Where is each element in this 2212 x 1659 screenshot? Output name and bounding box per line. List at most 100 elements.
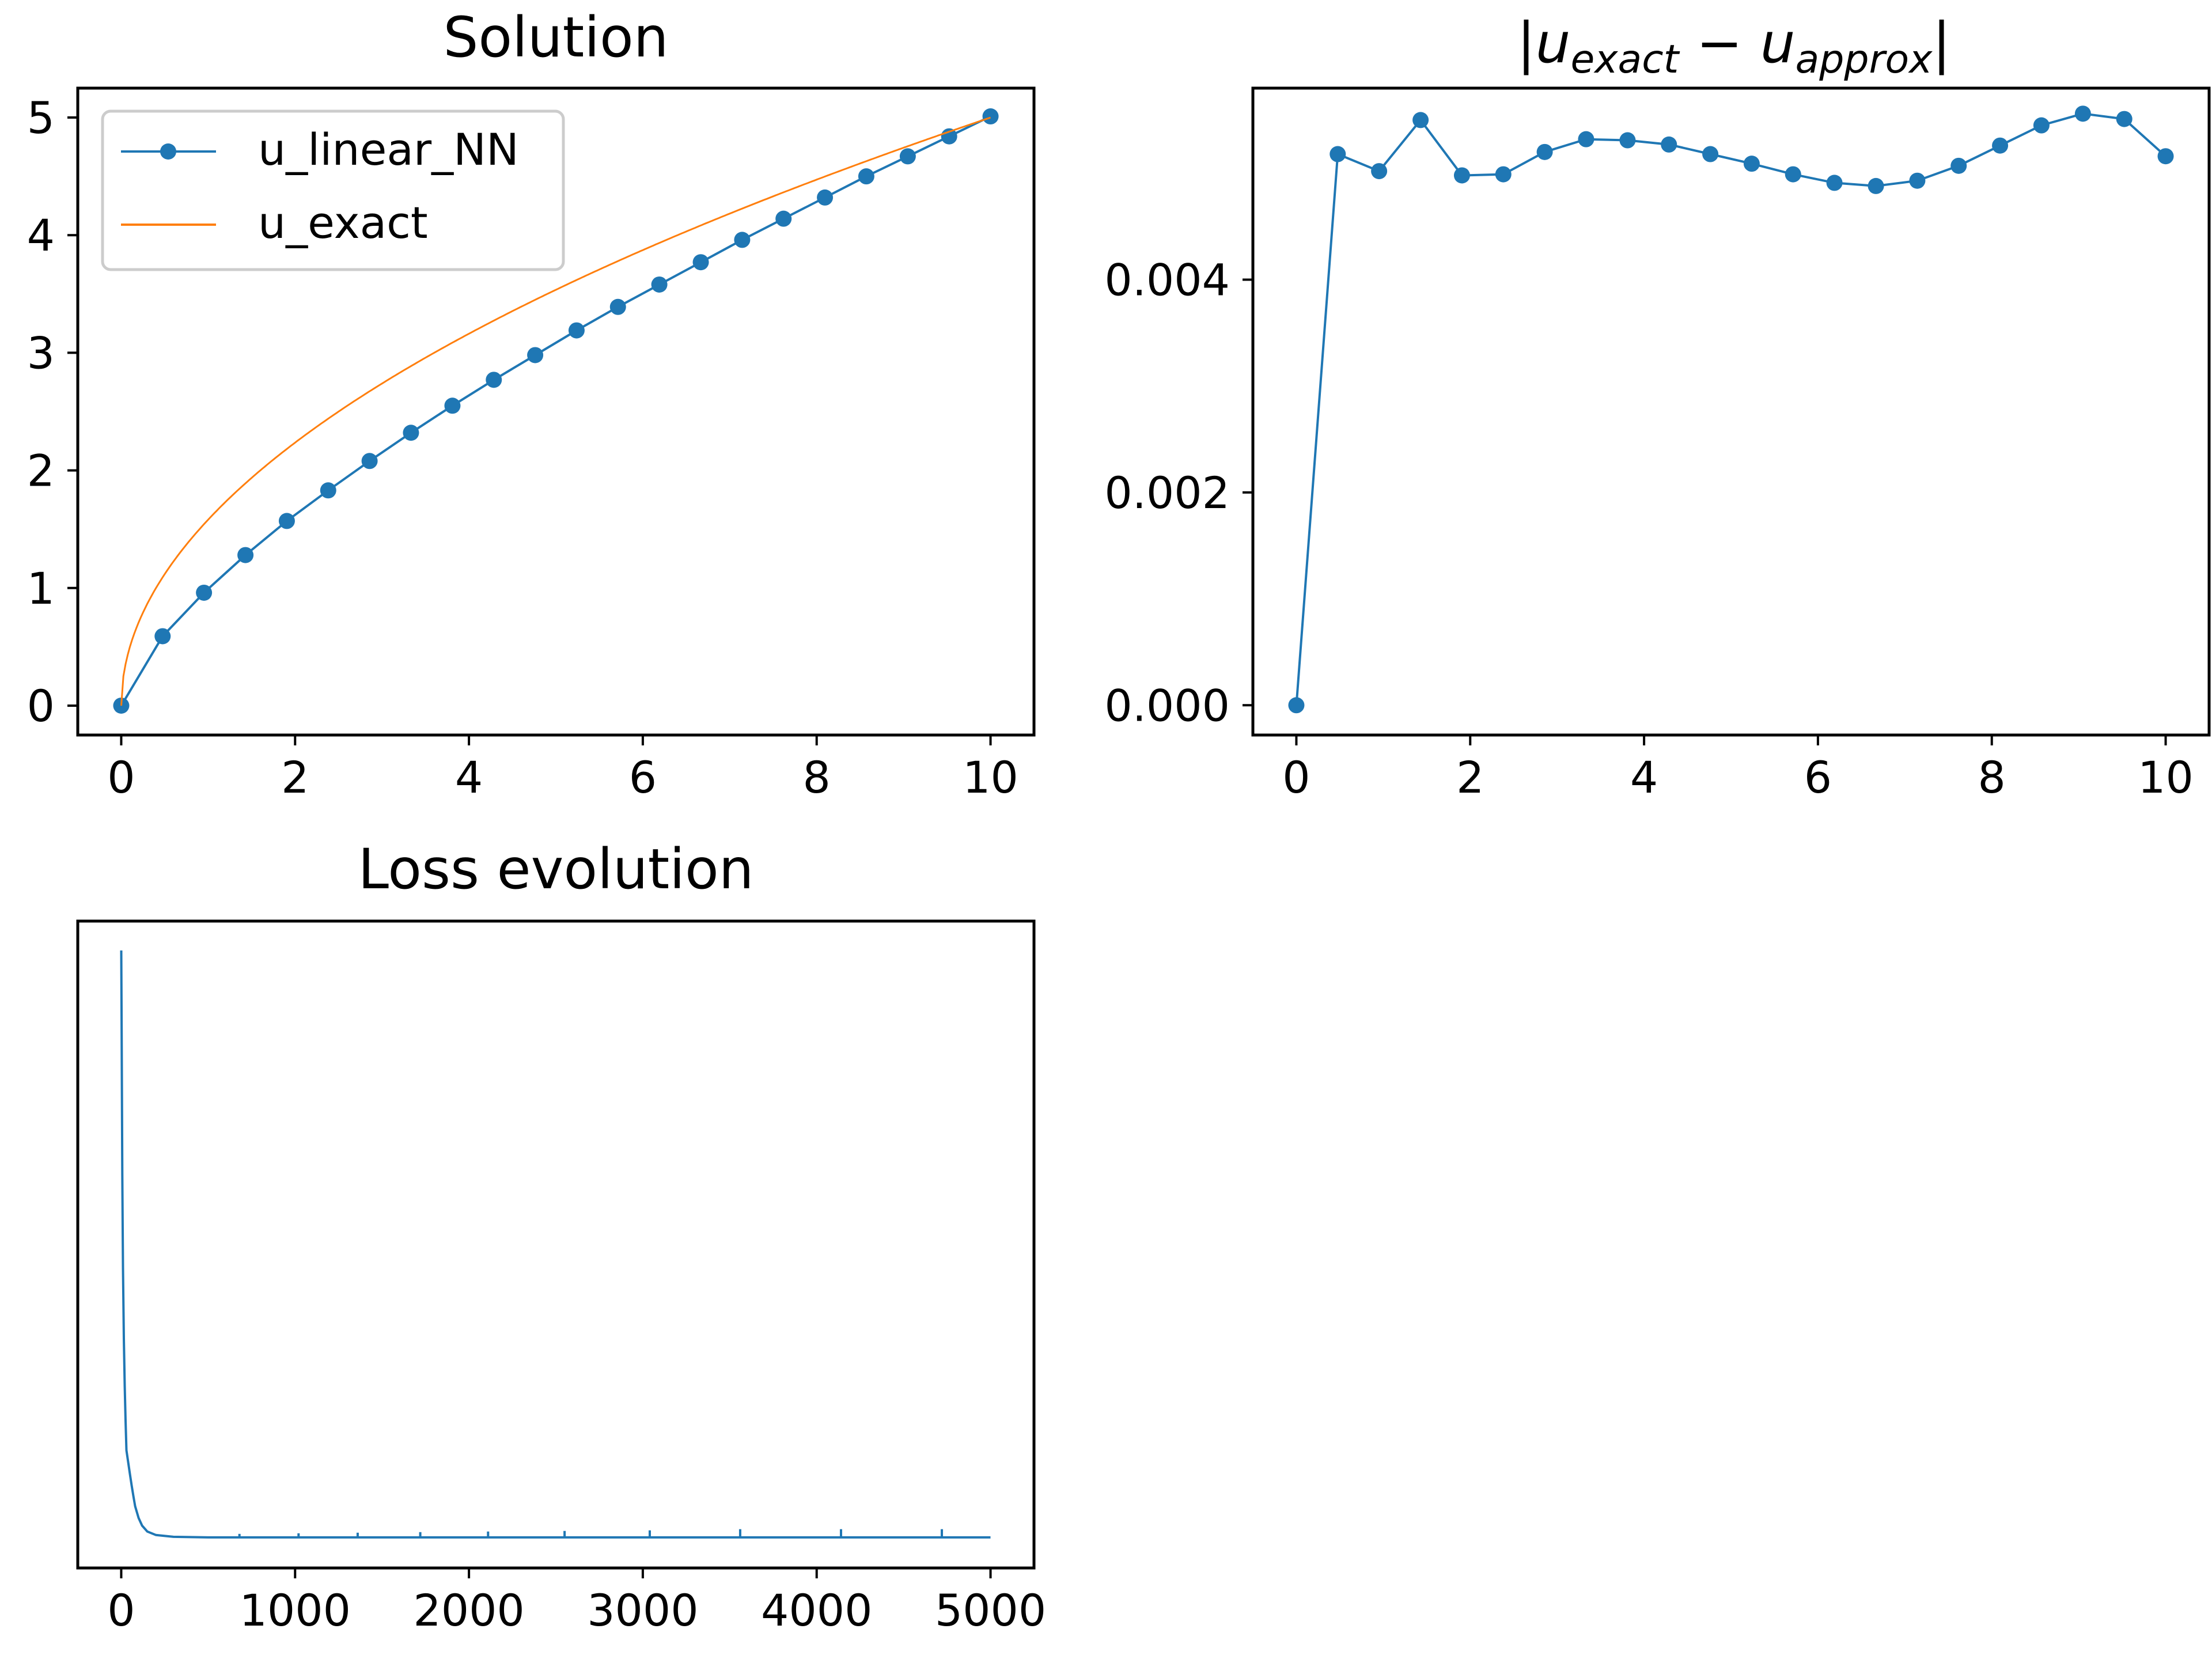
x-tick-label: 1000: [240, 1585, 351, 1636]
error-point: [1495, 166, 1512, 183]
error-point: [1868, 177, 1884, 194]
x-tick-label: 4: [1630, 752, 1658, 803]
u-linear-nn-point: [899, 148, 916, 165]
error-title-part-6: |: [1932, 11, 1950, 76]
error-point: [2157, 148, 2174, 165]
u-linear-nn-line: [120, 115, 991, 707]
y-tick-label: 0.002: [1104, 467, 1230, 518]
error-point: [1371, 163, 1388, 180]
x-tick-label: 0: [1282, 752, 1310, 803]
error-point: [2074, 105, 2091, 122]
error-axis-ticks: 0 2 4 6 8 10 0.000 0.002 0.004: [1104, 254, 2193, 803]
error-point: [1909, 172, 1926, 189]
solution-title: Solution: [443, 5, 668, 70]
x-tick-label: 4: [455, 752, 483, 803]
error-point: [1536, 143, 1553, 160]
u-linear-nn-point: [982, 108, 999, 125]
legend-box: [101, 109, 565, 271]
solution-axes-frame: [76, 86, 1036, 737]
u-linear-nn-point: [941, 128, 957, 145]
loss-subplot: Loss evolution 0 1000 2000 3000 4000 5000: [76, 837, 1046, 1636]
u-linear-nn-point: [817, 189, 834, 206]
error-point: [1992, 137, 2009, 154]
x-tick-label: 0: [107, 752, 135, 803]
error-point: [1578, 131, 1594, 147]
error-line: [1295, 112, 2166, 706]
error-axes-frame: [1251, 86, 2211, 737]
error-point: [1826, 175, 1843, 191]
loss-series: [120, 950, 991, 1539]
y-tick-label: 0.004: [1104, 254, 1230, 305]
error-point: [2116, 111, 2133, 127]
error-point: [1330, 146, 1346, 162]
u-linear-nn-point: [609, 298, 626, 315]
error-subplot: |uexact − uapprox| 0 2 4 6 8 100.0000.0020.00…: [1104, 11, 2211, 803]
x-tick-label: 4000: [761, 1585, 872, 1636]
solution-subplot: Solution 0 2 4 6 8 10 0 1 2 3 4 5 u_linear_NN u_exa…: [27, 5, 1036, 803]
x-tick-label: 3000: [587, 1585, 698, 1636]
x-tick-label: 6: [1804, 752, 1832, 803]
legend: u_linear_NN u_exact: [101, 109, 565, 271]
u-linear-nn-point: [858, 168, 874, 185]
u-linear-nn-point: [278, 513, 295, 529]
legend-marker-u-linear-nn: [160, 143, 176, 160]
u-linear-nn-point: [237, 547, 254, 563]
x-tick-label: 10: [2138, 752, 2194, 803]
u-linear-nn-point: [154, 628, 171, 645]
y-tick-label: 3: [27, 327, 55, 378]
u-linear-nn-point: [361, 453, 378, 469]
error-title-part-2: exact: [1570, 37, 1680, 82]
solution-axis-ticks: 0 2 4 6 8 10 0 1 2 3 4 5: [27, 92, 1018, 803]
y-tick-label: 2: [27, 445, 55, 497]
x-tick-label: 0: [107, 1585, 135, 1636]
x-tick-label: 8: [803, 752, 831, 803]
x-tick-label: 5000: [935, 1585, 1046, 1636]
u-linear-nn-point: [568, 322, 585, 339]
u-linear-nn-point: [320, 482, 336, 499]
u-linear-nn-point: [651, 276, 668, 293]
error-point: [1453, 167, 1470, 184]
x-tick-label: 2: [281, 752, 309, 803]
x-tick-label: 8: [1978, 752, 2006, 803]
error-point: [2033, 117, 2050, 134]
u-exact-line: [120, 116, 991, 706]
u-linear-nn-point: [527, 347, 544, 363]
y-tick-label: 5: [27, 92, 55, 143]
u-linear-nn-point: [403, 425, 419, 441]
error-title-part-0: |: [1517, 11, 1535, 76]
error-point: [1950, 157, 1967, 174]
error-title: |uexact − uapprox|: [1517, 11, 1950, 82]
x-tick-label: 2: [1456, 752, 1484, 803]
error-point: [1619, 132, 1636, 149]
error-point: [1288, 697, 1305, 714]
error-title-part-1: u: [1536, 11, 1571, 75]
legend-label-u-exact: u_exact: [258, 197, 428, 248]
y-tick-label: 4: [27, 210, 55, 261]
error-point: [1661, 136, 1677, 153]
error-title-part-3: −: [1679, 11, 1760, 75]
error-series: [1288, 105, 2174, 714]
loss-axis-ticks: 0 1000 2000 3000 4000 5000: [107, 1568, 1046, 1636]
y-tick-label: 1: [27, 563, 55, 614]
loss-title: Loss evolution: [358, 837, 753, 902]
error-title-part-4: u: [1760, 11, 1796, 75]
error-point: [1412, 112, 1429, 128]
y-tick-label: 0: [27, 680, 55, 732]
loss-line: [120, 950, 991, 1539]
error-point: [1743, 156, 1760, 172]
solution-series: [113, 108, 999, 714]
u-linear-nn-point: [775, 210, 792, 227]
x-tick-label: 10: [963, 752, 1018, 803]
error-point: [1785, 166, 1801, 183]
loss-axes-frame: [76, 919, 1036, 1570]
u-linear-nn-point: [692, 254, 709, 271]
u-linear-nn-point: [734, 232, 751, 248]
legend-label-u-linear-nn: u_linear_NN: [258, 124, 519, 175]
x-tick-label: 2000: [413, 1585, 524, 1636]
u-linear-nn-point: [486, 372, 502, 388]
x-tick-label: 6: [629, 752, 657, 803]
y-tick-label: 0.000: [1104, 680, 1230, 731]
u-linear-nn-point: [196, 584, 213, 601]
error-title-part-5: approx: [1796, 37, 1933, 82]
